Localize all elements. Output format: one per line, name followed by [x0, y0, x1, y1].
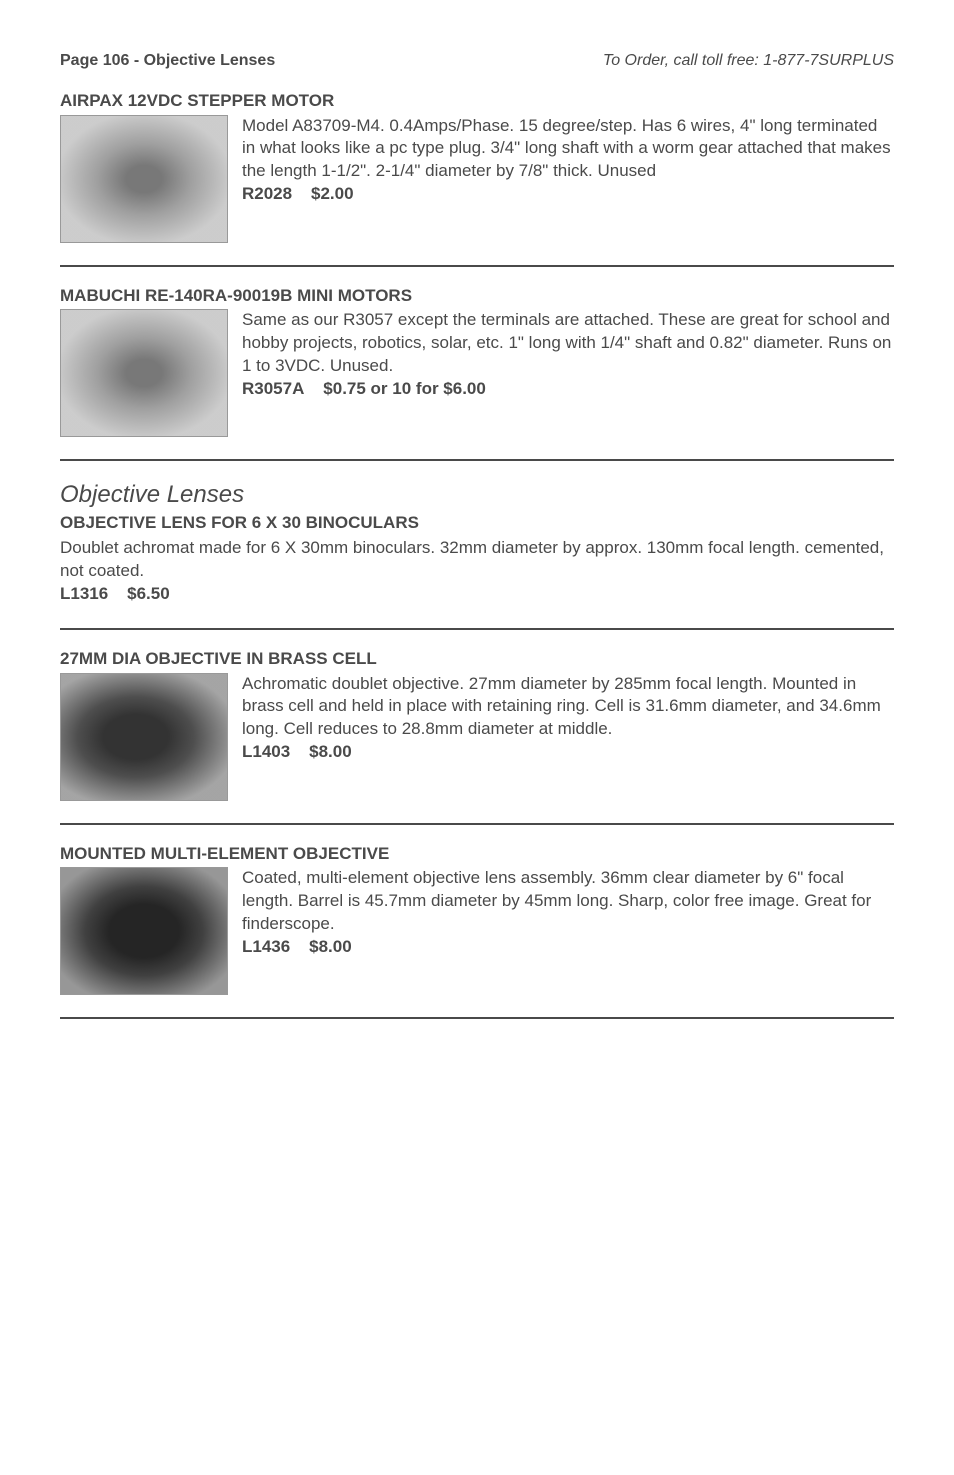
- entry-sku: R3057A: [242, 379, 304, 398]
- product-image: [60, 673, 228, 801]
- entry-text: Model A83709-M4. 0.4Amps/Phase. 15 degre…: [242, 115, 894, 207]
- catalog-entry: MABUCHI RE-140RA-90019B MINI MOTORS Same…: [60, 285, 894, 438]
- entry-text: Doublet achromat made for 6 X 30mm binoc…: [60, 537, 894, 606]
- separator: [60, 628, 894, 630]
- entry-price: $6.50: [127, 584, 170, 603]
- entry-price: $8.00: [309, 937, 352, 956]
- entry-title: AIRPAX 12VDC STEPPER MOTOR: [60, 90, 894, 113]
- entry-title: MOUNTED MULTI-ELEMENT OBJECTIVE: [60, 843, 894, 866]
- header-right: To Order, call toll free: 1-877-7SURPLUS: [603, 50, 894, 72]
- entry-desc: Doublet achromat made for 6 X 30mm binoc…: [60, 538, 884, 580]
- entry-sku: R2028: [242, 184, 292, 203]
- entry-title: OBJECTIVE LENS FOR 6 X 30 BINOCULARS: [60, 512, 894, 535]
- entry-text: Same as our R3057 except the terminals a…: [242, 309, 894, 401]
- entry-sku: L1436: [242, 937, 290, 956]
- entry-desc: Model A83709-M4. 0.4Amps/Phase. 15 degre…: [242, 116, 891, 181]
- entry-text: Coated, multi-element objective lens ass…: [242, 867, 894, 959]
- product-image: [60, 115, 228, 243]
- separator: [60, 1017, 894, 1019]
- entry-title: MABUCHI RE-140RA-90019B MINI MOTORS: [60, 285, 894, 308]
- entry-sku: L1316: [60, 584, 108, 603]
- entry-price: $0.75 or 10 for $6.00: [323, 379, 486, 398]
- separator: [60, 265, 894, 267]
- entry-text: Achromatic doublet objective. 27mm diame…: [242, 673, 894, 765]
- catalog-entry: 27MM DIA OBJECTIVE IN BRASS CELL Achroma…: [60, 648, 894, 801]
- separator: [60, 459, 894, 461]
- page-header: Page 106 - Objective Lenses To Order, ca…: [60, 50, 894, 72]
- entry-price: $2.00: [311, 184, 354, 203]
- catalog-entry: AIRPAX 12VDC STEPPER MOTOR Model A83709-…: [60, 90, 894, 243]
- entry-sku: L1403: [242, 742, 290, 761]
- separator: [60, 823, 894, 825]
- product-image: [60, 309, 228, 437]
- entry-desc: Achromatic doublet objective. 27mm diame…: [242, 674, 881, 739]
- section-title: Objective Lenses: [60, 479, 894, 511]
- entry-desc: Same as our R3057 except the terminals a…: [242, 310, 891, 375]
- entry-price: $8.00: [309, 742, 352, 761]
- entry-desc: Coated, multi-element objective lens ass…: [242, 868, 871, 933]
- header-left: Page 106 - Objective Lenses: [60, 50, 275, 72]
- product-image: [60, 867, 228, 995]
- catalog-entry: MOUNTED MULTI-ELEMENT OBJECTIVE Coated, …: [60, 843, 894, 996]
- catalog-entry: OBJECTIVE LENS FOR 6 X 30 BINOCULARS Dou…: [60, 512, 894, 606]
- entry-title: 27MM DIA OBJECTIVE IN BRASS CELL: [60, 648, 894, 671]
